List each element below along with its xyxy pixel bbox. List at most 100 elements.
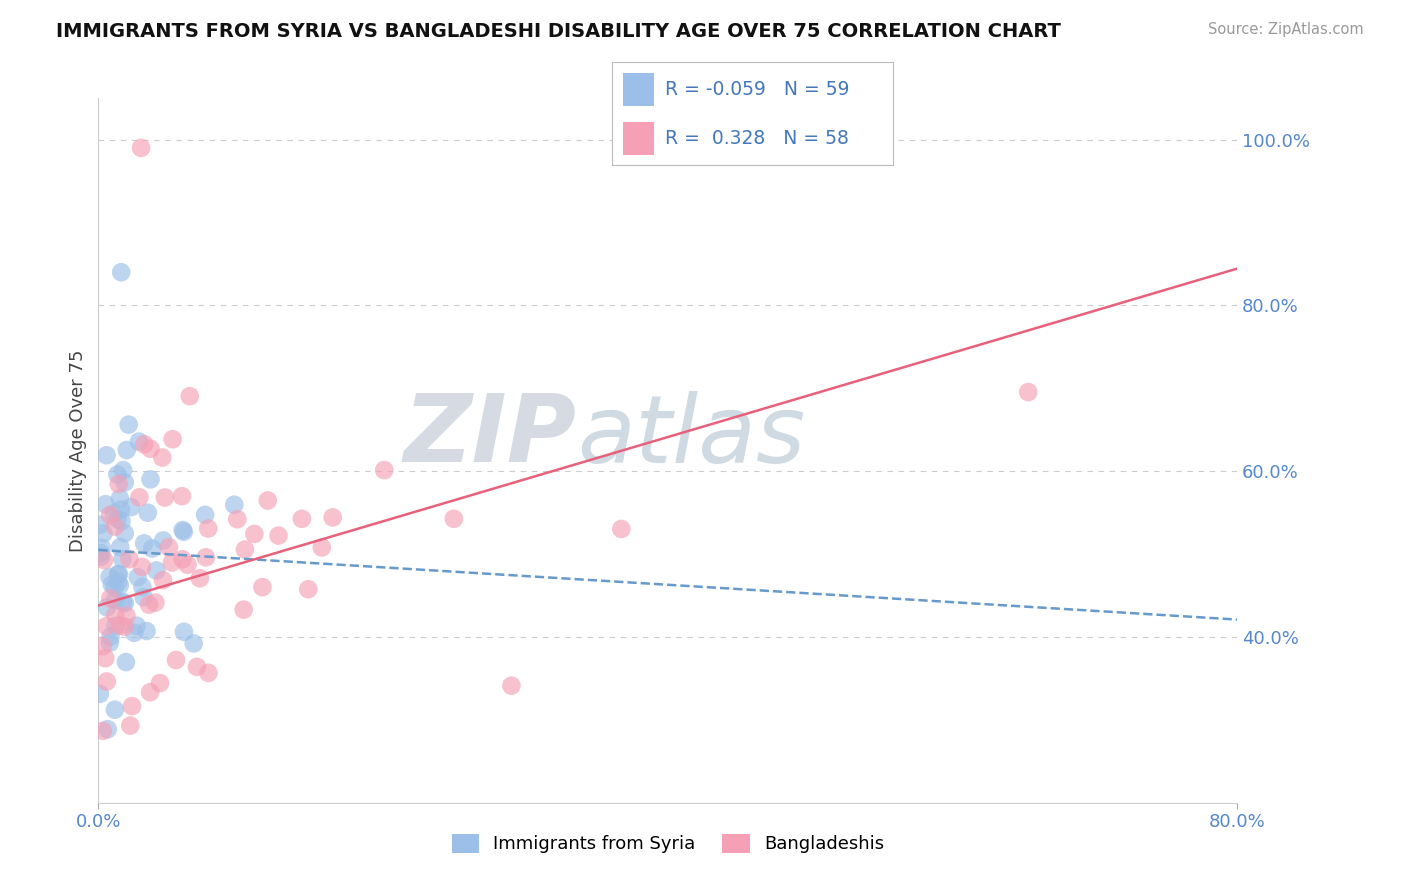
Point (172, 523, 194, 537)
Point (104, 580, 127, 594)
Point (111, 552, 134, 566)
Point (194, 550, 217, 565)
Point (114, 526, 136, 541)
Point (90, 546, 112, 560)
Point (108, 491, 131, 506)
Point (197, 521, 219, 535)
Point (112, 463, 135, 477)
Point (108, 578, 131, 592)
Point (96, 674, 118, 689)
Point (122, 625, 145, 640)
Text: R = -0.059   N = 59: R = -0.059 N = 59 (665, 79, 849, 99)
Point (373, 463, 395, 477)
Point (145, 564, 167, 578)
Point (150, 450, 173, 465)
Point (256, 493, 278, 508)
Point (173, 524, 195, 539)
Point (93, 553, 115, 567)
Point (110, 502, 132, 516)
Point (157, 540, 180, 554)
FancyBboxPatch shape (623, 122, 654, 155)
Point (120, 718, 142, 732)
Point (98, 570, 121, 584)
Point (121, 699, 143, 714)
Text: ZIP: ZIP (404, 391, 576, 483)
Point (103, 507, 125, 521)
Point (165, 653, 187, 667)
Point (110, 514, 132, 528)
Point (127, 570, 149, 584)
Point (107, 477, 129, 491)
Point (610, 522, 633, 536)
Point (131, 560, 153, 574)
Point (104, 703, 127, 717)
Point (134, 536, 156, 550)
Point (179, 389, 201, 403)
Text: IMMIGRANTS FROM SYRIA VS BANGLADESHI DISABILITY AGE OVER 75 CORRELATION CHART: IMMIGRANTS FROM SYRIA VS BANGLADESHI DIS… (56, 22, 1062, 41)
Point (110, 540, 132, 554)
Point (183, 636, 205, 650)
Point (100, 630, 122, 644)
Point (141, 541, 163, 556)
Point (186, 660, 208, 674)
Point (104, 619, 127, 633)
Point (107, 567, 129, 582)
Point (128, 434, 150, 449)
Point (96, 619, 118, 633)
Point (118, 417, 141, 432)
Legend: Immigrants from Syria, Bangladeshis: Immigrants from Syria, Bangladeshis (444, 827, 891, 861)
Point (243, 527, 266, 541)
Point (98, 636, 121, 650)
Point (107, 512, 129, 526)
Point (443, 512, 465, 526)
Point (89, 687, 111, 701)
Point (226, 512, 249, 526)
Point (115, 608, 138, 623)
Point (152, 533, 174, 548)
Point (224, 498, 246, 512)
Point (125, 618, 148, 632)
Point (139, 472, 162, 486)
Point (105, 467, 128, 482)
Point (139, 685, 162, 699)
Point (252, 580, 274, 594)
Point (91, 639, 114, 653)
Point (104, 593, 127, 607)
Y-axis label: Disability Age Over 75: Disability Age Over 75 (69, 349, 87, 552)
Point (90, 541, 112, 555)
Point (112, 595, 135, 609)
Point (139, 442, 162, 456)
Point (90, 549, 112, 564)
Point (132, 590, 155, 604)
Point (194, 508, 217, 522)
Point (107, 574, 129, 589)
Point (93, 526, 115, 541)
Point (297, 582, 319, 597)
Point (110, 265, 132, 279)
Point (128, 491, 150, 505)
Point (197, 665, 219, 680)
Point (149, 676, 172, 690)
Point (291, 512, 314, 526)
Point (170, 489, 193, 503)
Point (94, 651, 117, 665)
Point (115, 655, 138, 669)
Point (311, 541, 333, 555)
Point (115, 443, 138, 458)
Point (104, 519, 127, 533)
Point (233, 542, 256, 557)
Point (101, 577, 124, 591)
Point (96, 448, 118, 462)
Point (322, 510, 344, 524)
Point (114, 475, 136, 490)
Point (145, 596, 167, 610)
Point (160, 556, 183, 570)
Point (108, 618, 131, 632)
Point (267, 528, 290, 542)
Text: atlas: atlas (576, 391, 806, 482)
Point (97, 722, 120, 736)
Point (134, 437, 156, 451)
Point (114, 620, 136, 634)
Point (172, 552, 194, 566)
Point (96, 600, 118, 615)
